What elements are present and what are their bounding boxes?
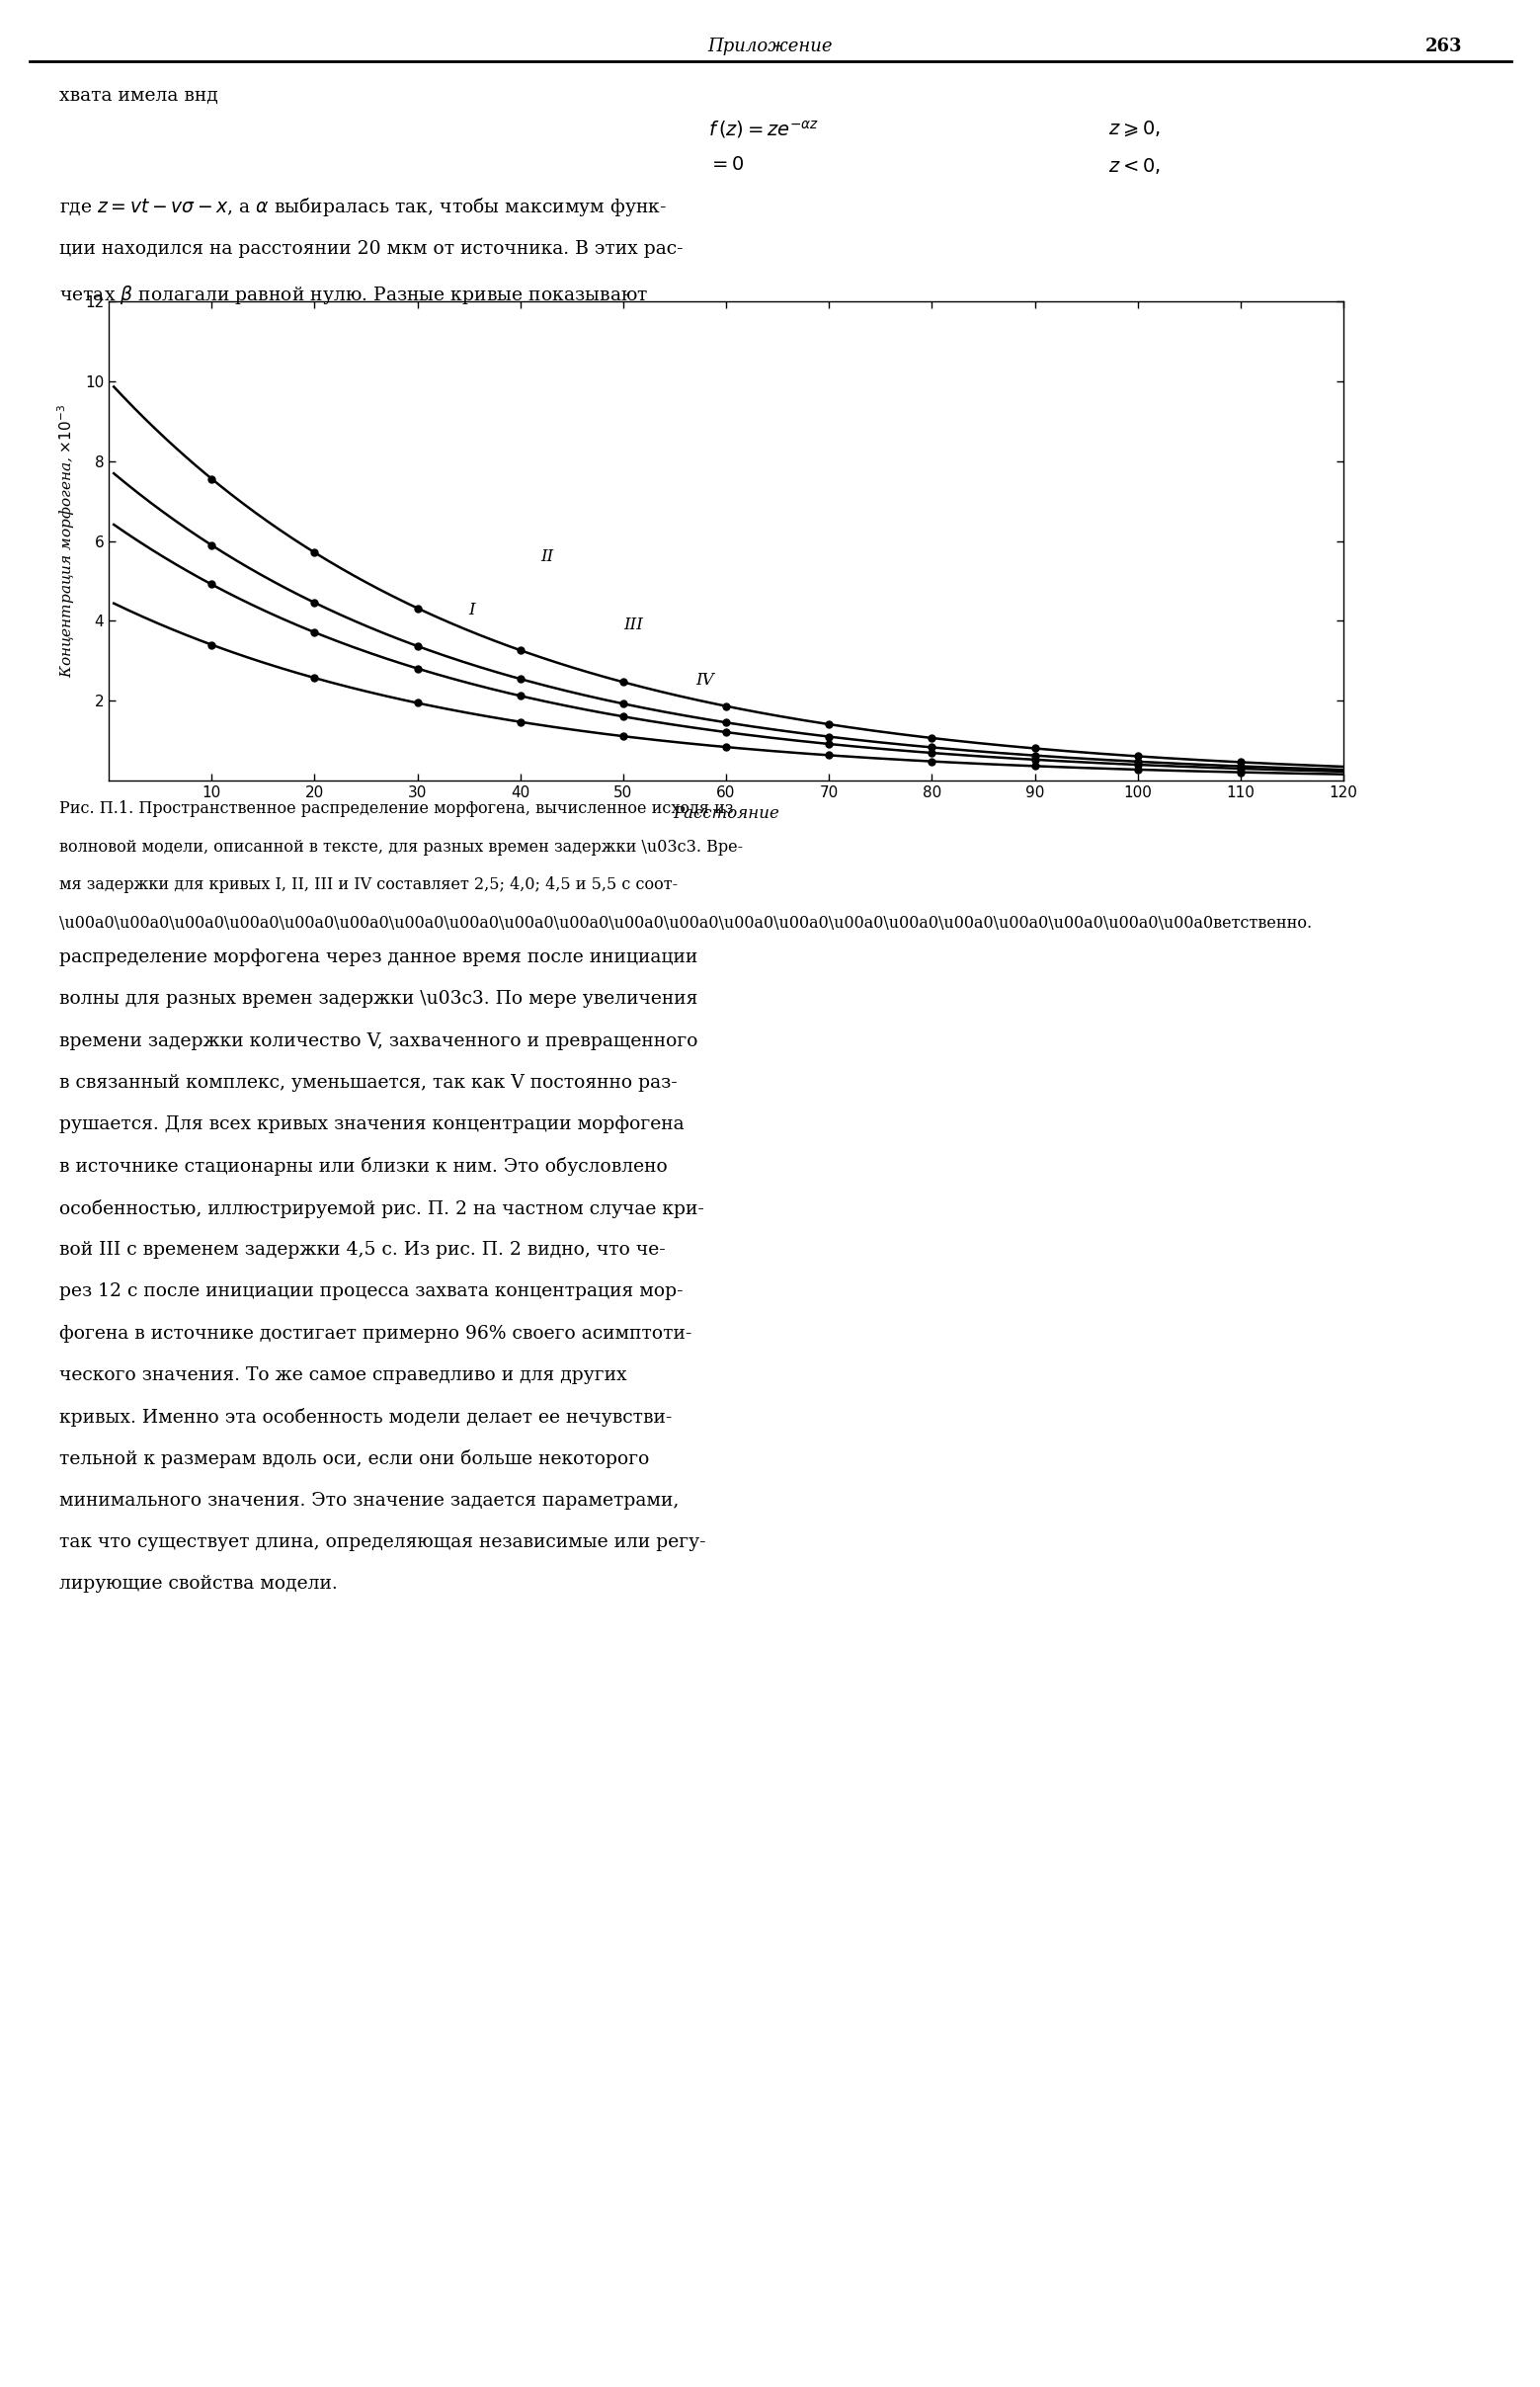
Text: минимального значения. Это значение задается параметрами,: минимального значения. Это значение зада… [59, 1492, 679, 1509]
Text: фогена в источнике достигает примерно 96% своего асимптоти-: фогена в источнике достигает примерно 96… [59, 1325, 691, 1341]
Text: волны для разных времен задержки \u03c3. По мере увеличения: волны для разных времен задержки \u03c3.… [59, 991, 698, 1007]
Text: распределение морфогена через данное время после инициации: распределение морфогена через данное вре… [59, 948, 698, 967]
Text: $z\geqslant 0,$: $z\geqslant 0,$ [1109, 119, 1161, 138]
Text: в источнике стационарны или близки к ним. Это обусловлено: в источнике стационарны или близки к ним… [59, 1158, 667, 1177]
Text: четах $\beta$ полагали равной нулю. Разные кривые показывают: четах $\beta$ полагали равной нулю. Разн… [59, 284, 648, 306]
Text: времени задержки количество V, захваченного и превращенного: времени задержки количество V, захваченн… [59, 1031, 698, 1050]
Text: рез 12 с после инициации процесса захвата концентрация мор-: рез 12 с после инициации процесса захват… [59, 1282, 684, 1301]
Text: лирующие свойства модели.: лирующие свойства модели. [59, 1575, 337, 1592]
Text: Приложение: Приложение [707, 38, 833, 55]
Text: тельной к размерам вдоль оси, если они больше некоторого: тельной к размерам вдоль оси, если они б… [59, 1449, 650, 1468]
X-axis label: Расстояние: Расстояние [673, 807, 779, 824]
Text: так что существует длина, определяющая независимые или регу-: так что существует длина, определяющая н… [59, 1532, 705, 1552]
Text: хвата имела внд: хвата имела внд [59, 86, 219, 105]
Text: волновой модели, описанной в тексте, для разных времен задержки \u03c3. Вре-: волновой модели, описанной в тексте, для… [59, 838, 742, 855]
Text: ческого значения. То же самое справедливо и для других: ческого значения. То же самое справедлив… [59, 1365, 627, 1384]
Text: ции находился на расстоянии 20 мкм от источника. В этих рас-: ции находился на расстоянии 20 мкм от ис… [59, 239, 684, 258]
Text: 263: 263 [1424, 38, 1461, 55]
Text: IV: IV [695, 673, 713, 690]
Text: \u00a0\u00a0\u00a0\u00a0\u00a0\u00a0\u00a0\u00a0\u00a0\u00a0\u00a0\u00a0\u00a0\u: \u00a0\u00a0\u00a0\u00a0\u00a0\u00a0\u00… [59, 914, 1312, 931]
Text: $=0$: $=0$ [708, 155, 745, 174]
Text: в связанный комплекс, уменьшается, так как V постоянно раз-: в связанный комплекс, уменьшается, так к… [59, 1074, 678, 1091]
Text: кривых. Именно эта особенность модели делает ее нечувстви-: кривых. Именно эта особенность модели де… [59, 1408, 671, 1427]
Y-axis label: Концентрация морфогена, $\times 10^{-3}$: Концентрация морфогена, $\times 10^{-3}$ [55, 403, 77, 678]
Text: где $z=vt-v\sigma-x$, а $\alpha$ выбиралась так, чтобы максимум функ-: где $z=vt-v\sigma-x$, а $\alpha$ выбирал… [59, 196, 667, 217]
Text: II: II [541, 549, 554, 566]
Text: мя задержки для кривых I, II, III и IV составляет 2,5; 4,0; 4,5 и 5,5 с соот-: мя задержки для кривых I, II, III и IV с… [59, 876, 678, 893]
Text: $f\,(z)=ze^{-\alpha z}$: $f\,(z)=ze^{-\alpha z}$ [708, 119, 819, 141]
Text: $z<0,$: $z<0,$ [1109, 155, 1161, 177]
Text: III: III [624, 616, 642, 633]
Text: Рис. П.1. Пространственное распределение морфогена, вычисленное исходя из: Рис. П.1. Пространственное распределение… [59, 800, 733, 816]
Text: I: I [468, 602, 476, 618]
Text: вой III с временем задержки 4,5 с. Из рис. П. 2 видно, что че-: вой III с временем задержки 4,5 с. Из ри… [59, 1241, 665, 1258]
Text: особенностью, иллюстрируемой рис. П. 2 на частном случае кри-: особенностью, иллюстрируемой рис. П. 2 н… [59, 1198, 704, 1217]
Text: рушается. Для всех кривых значения концентрации морфогена: рушается. Для всех кривых значения конце… [59, 1115, 684, 1134]
